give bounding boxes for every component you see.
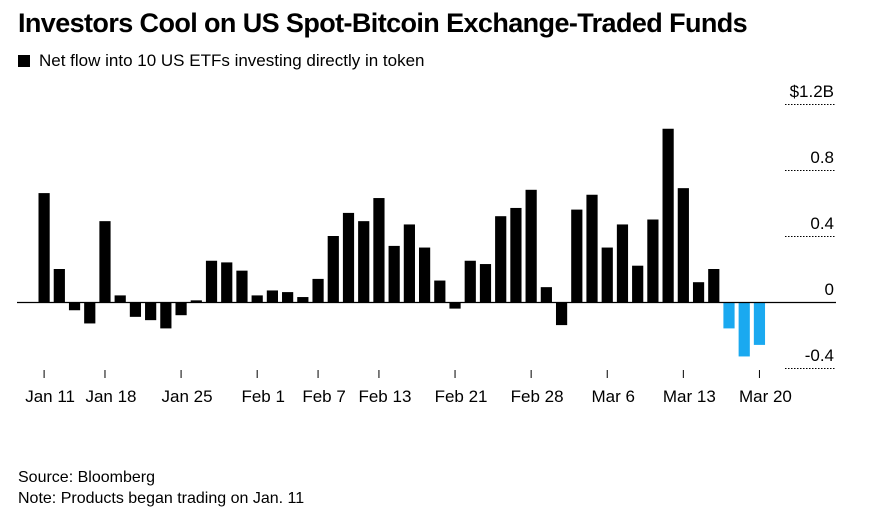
bar [555,302,568,326]
bar [601,247,613,302]
bar [540,287,552,302]
bar [434,280,446,302]
bar [282,292,294,302]
x-tick-label: Jan 11 [25,387,75,406]
x-tick-label: Feb 7 [302,387,345,406]
bar [327,236,339,302]
bar [753,302,766,345]
bar [221,262,233,302]
bar [692,282,705,302]
bar [419,247,431,302]
x-tick-label: Mar 6 [592,387,635,406]
bar [99,221,111,302]
legend: Net flow into 10 US ETFs investing direc… [18,51,425,71]
bar [571,209,583,302]
bar [114,295,126,302]
bar [373,198,385,302]
x-tick-label: Feb 28 [511,387,564,406]
bar [723,302,735,329]
bar [342,212,355,302]
legend-swatch [18,55,30,67]
legend-label: Net flow into 10 US ETFs investing direc… [39,51,425,70]
bar [53,269,65,302]
x-tick-label: Mar 13 [663,387,716,406]
x-tick-label: Mar 20 [739,387,792,406]
x-tick-label: Feb 1 [241,387,284,406]
bar [510,207,522,302]
bar [160,302,172,329]
bar [266,290,278,302]
y-tick-label: 0.8 [810,148,834,167]
y-tick-label: 0 [825,280,834,299]
bar [312,278,324,302]
chart-title: Investors Cool on US Spot-Bitcoin Exchan… [18,8,748,38]
bar [38,193,50,302]
bar [677,188,689,302]
x-tick-label: Jan 18 [85,387,136,406]
bar [388,245,400,302]
bar [525,189,537,302]
bar [647,219,659,302]
bar [708,269,720,302]
bar [586,194,598,302]
bar [662,128,674,302]
bar [175,302,187,316]
bar [738,302,750,357]
bar [68,302,81,311]
bar [632,265,644,302]
bar [251,295,263,302]
bar [190,300,202,302]
bar [84,302,96,324]
bar [205,260,218,302]
bar [495,216,507,302]
bar [129,302,142,317]
bar [616,224,629,302]
footnote: Note: Products began trading on Jan. 11 [18,490,305,507]
bar [145,302,157,321]
x-tick-label: Feb 13 [358,387,411,406]
y-tick-label: -0.4 [805,346,834,365]
source-note: Source: Bloomberg [18,469,155,486]
x-tick-label: Feb 21 [435,387,488,406]
bar [236,270,248,302]
y-tick-label: $1.2B [790,82,834,101]
bar [358,221,370,302]
bar [479,264,492,302]
y-tick-label: 0.4 [810,214,834,233]
bar [297,297,309,302]
bar [464,260,476,302]
bar [403,224,415,302]
bar [449,302,461,309]
x-tick-label: Jan 25 [162,387,213,406]
